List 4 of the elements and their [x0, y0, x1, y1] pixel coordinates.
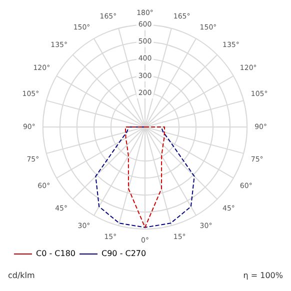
legend-label: C0 - C180	[36, 249, 76, 258]
legend-label: C90 - C270	[102, 249, 146, 258]
text: cd/klm	[8, 271, 35, 280]
text: η = 100%	[243, 271, 283, 280]
